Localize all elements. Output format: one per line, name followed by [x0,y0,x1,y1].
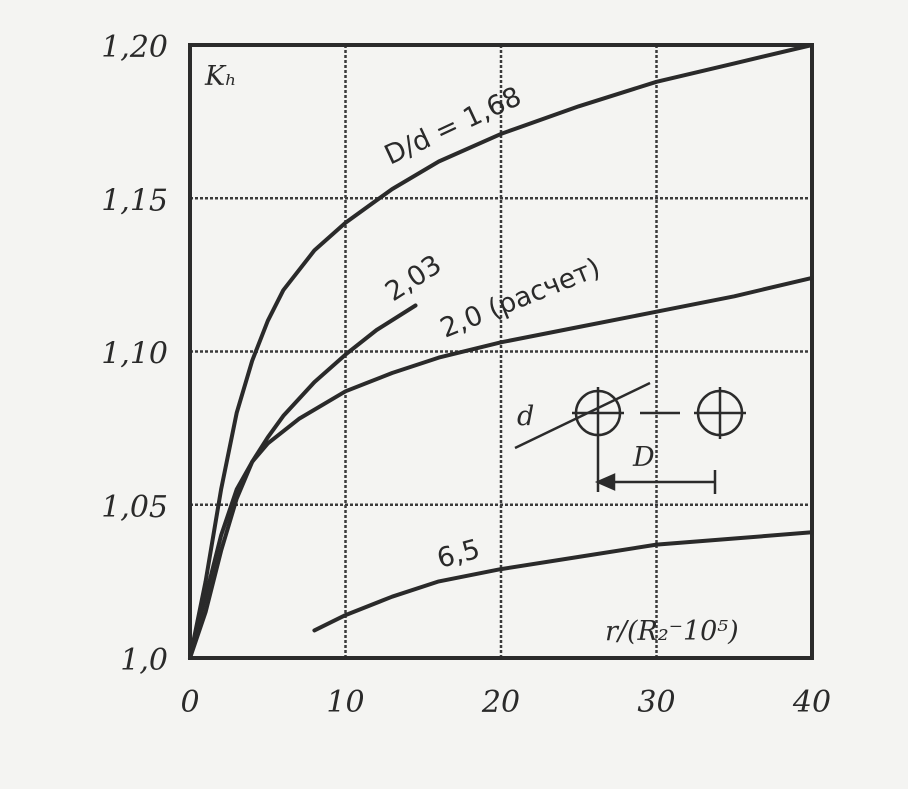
series-line-2 [188,303,418,660]
grid [190,45,812,658]
y-tick-label: 1,20 [101,30,168,65]
plot-frame [188,43,814,660]
series-line-4 [312,530,814,633]
x-tick-label: 0 [180,685,199,720]
x-axis-label: r/(R₂⁻10⁵) [605,616,739,647]
x-tick-label: 40 [792,685,831,720]
tube-spacing-diagram [514,381,746,494]
y-axis-label: Kₕ [204,61,237,92]
y-tick-label: 1,15 [101,183,168,218]
series-lines [188,43,814,660]
series-label-1-68: D/d = 1,68 [380,81,526,171]
x-tick-label: 30 [637,685,675,720]
tick-labels: 0 10 20 30 40 1,0 1,05 1,10 1,15 1,20 [101,30,831,720]
y-tick-label: 1,10 [101,337,168,372]
series-label-2-0-raschet: 2,0 (расчет) [436,252,605,344]
y-tick-label: 1,0 [120,643,168,678]
series-label-6-5: 6,5 [434,534,484,575]
series-label-6-5: 6,5 [434,534,484,575]
series-line-3 [188,275,814,660]
D-arrow-left [594,473,616,491]
series-line-1 [188,43,814,660]
series-label-2-03: 2,03 [380,249,447,308]
inset-label-D: D [632,442,655,473]
series-label-2-03: 2,03 [380,249,447,308]
series-label-2-0-calc: 2,0 (расчет) [436,252,605,344]
x-tick-label: 10 [326,685,364,720]
x-tick-label: 20 [481,685,520,720]
d-dimension-line [514,381,651,450]
y-tick-label: 1,05 [101,490,168,525]
inset-label-d: d [517,401,534,432]
series-label-d-over-d-1-68: D/d = 1,68 [380,81,526,171]
